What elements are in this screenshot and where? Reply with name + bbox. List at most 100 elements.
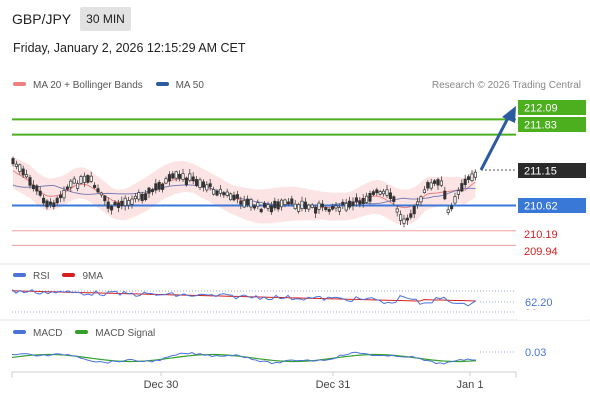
candle-body [463, 178, 467, 185]
candle-body [361, 197, 365, 205]
svg-text:211.83: 211.83 [524, 120, 557, 132]
macd-legend: MACD MACD Signal [13, 328, 155, 339]
candle-body [154, 183, 158, 191]
candle-body [137, 192, 141, 200]
timeframe-button[interactable]: 30 MIN [80, 7, 131, 31]
credit-label: Research © 2026 Trading Central [431, 80, 581, 91]
candle-body [86, 175, 90, 183]
candle-body [62, 189, 66, 199]
candle-body [439, 180, 443, 186]
candle-body [256, 202, 260, 207]
candle-body [429, 182, 433, 189]
candle-body [436, 179, 440, 186]
candle-body [69, 180, 73, 188]
candle-body [181, 173, 185, 180]
candle-body [249, 198, 253, 208]
candle-body [273, 200, 277, 209]
candle-body [307, 204, 311, 210]
candle-body [120, 200, 124, 207]
price-label-212-09: 212.09 [518, 100, 586, 115]
svg-text:212.09: 212.09 [524, 103, 558, 115]
candle-body [354, 197, 358, 202]
svg-text:211.15: 211.15 [524, 166, 557, 178]
candle-body [303, 201, 307, 210]
candle-body [426, 182, 430, 189]
candle-body [184, 177, 188, 186]
candle-body [358, 200, 362, 205]
candle-body [52, 202, 56, 208]
candle-body [416, 201, 420, 205]
candle-body [239, 200, 243, 205]
candle-body [208, 183, 212, 187]
chart-header: GBP/JPY 30 MIN Friday, January 2, 2026 1… [0, 0, 590, 70]
macd-line [11, 351, 477, 365]
candle-body [157, 182, 161, 190]
candle-body [11, 158, 15, 165]
candle-body [65, 186, 69, 190]
candle-body [191, 176, 195, 182]
candle-body [72, 178, 76, 184]
price-label-210-19: 210.19 [524, 229, 558, 241]
legend-item-ma50: MA 50 [155, 80, 204, 91]
candle-body [35, 185, 39, 192]
candle-body [460, 183, 464, 192]
candle-body [218, 188, 222, 194]
candle-body [55, 197, 59, 204]
candle-body [446, 209, 450, 213]
candle-body [378, 191, 382, 195]
x-label-jan-1: Jan 1 [457, 379, 484, 391]
candle-body [392, 196, 396, 202]
candle-body [409, 213, 413, 218]
candle-body [344, 203, 348, 211]
x-label-dec-31: Dec 31 [316, 379, 351, 391]
candle-body [144, 193, 148, 201]
candle-body [395, 208, 399, 213]
candle-body [140, 193, 144, 201]
x-label-dec-30: Dec 30 [144, 379, 179, 391]
candle-body [188, 173, 192, 181]
legend-item-9ma: 9MA [62, 271, 103, 282]
candle-body [341, 201, 345, 206]
macd-lines [11, 351, 477, 365]
candle-body [331, 206, 335, 210]
macd-signal-swatch-icon [75, 330, 89, 335]
candlesticks[interactable] [11, 156, 477, 228]
candle-body [286, 201, 290, 205]
candle-body [276, 201, 280, 210]
candle-body [28, 177, 32, 186]
candle-body [178, 173, 182, 179]
candle-body [382, 190, 386, 195]
candle-body [334, 205, 338, 209]
candle-body [348, 200, 352, 208]
candle-body [110, 206, 114, 211]
target-arrow-icon [502, 106, 516, 123]
candle-body [252, 205, 256, 209]
candle-body [21, 168, 25, 176]
candle-body [167, 174, 171, 182]
price-label-211-83: 211.83 [518, 117, 586, 132]
candle-body [164, 178, 168, 184]
candle-body [473, 171, 477, 178]
candle-body [106, 201, 110, 209]
candle-body [215, 190, 219, 196]
candle-body [99, 192, 103, 196]
candle-body [147, 187, 151, 194]
candle-body [79, 176, 83, 184]
candle-body [259, 208, 263, 213]
candle-body [351, 201, 355, 206]
candle-body [450, 205, 454, 210]
candle-body [96, 188, 100, 193]
candle-body [365, 195, 369, 203]
candle-body [399, 214, 403, 221]
candle-body [246, 198, 250, 206]
candle-body [235, 194, 239, 199]
candle-body [412, 205, 416, 215]
candle-body [337, 207, 341, 212]
candle-body [89, 175, 93, 182]
candle-body [14, 163, 18, 167]
candle-body [82, 175, 86, 183]
candle-body [324, 207, 328, 210]
candle-body [229, 193, 233, 201]
candle-body [263, 202, 267, 208]
